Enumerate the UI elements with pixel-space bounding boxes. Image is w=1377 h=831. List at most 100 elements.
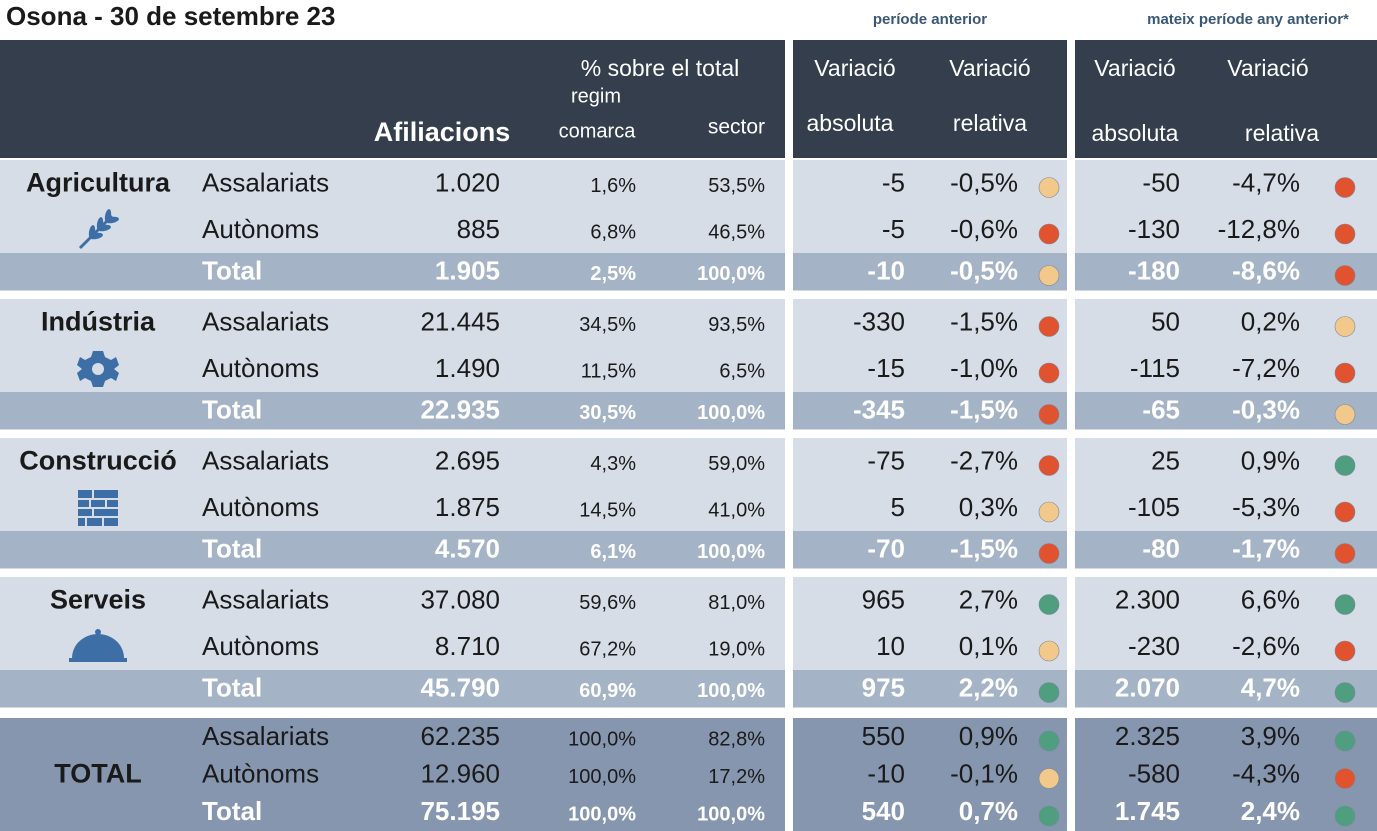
cell: 46,5% <box>708 221 765 243</box>
cell: 19,0% <box>708 638 765 660</box>
status-dot <box>1334 223 1356 245</box>
header-cell: Variació <box>949 55 1030 81</box>
cell: 6,5% <box>719 360 765 382</box>
header-cell: Variació <box>1094 55 1175 81</box>
cell: 965 <box>862 584 905 614</box>
group-label: mateix període any anterior* <box>1147 11 1349 28</box>
status-dot <box>1334 177 1356 198</box>
status-dot <box>1038 501 1060 523</box>
row-bg <box>1075 718 1377 757</box>
row-bg <box>793 392 1067 430</box>
row-bg <box>0 756 785 794</box>
row-label: Total <box>202 255 262 285</box>
row-bg <box>793 299 1067 347</box>
cell: 2,4% <box>1241 796 1300 826</box>
cell: -5 <box>882 167 905 197</box>
cell: 4,3% <box>590 453 636 475</box>
status-dot <box>1038 730 1060 752</box>
row-bg <box>1075 438 1377 486</box>
row-bg <box>1075 207 1377 254</box>
cell: -0,3% <box>1232 394 1300 424</box>
row-bg <box>793 207 1067 254</box>
cell: -115 <box>1130 353 1180 383</box>
row-bg <box>1075 577 1377 625</box>
row-bg <box>0 718 785 757</box>
header-cell: Variació <box>814 55 895 81</box>
cell: 14,5% <box>579 499 636 521</box>
cell: 41,0% <box>708 499 765 521</box>
cell: 1.905 <box>435 255 500 285</box>
cloche-icon <box>69 629 127 662</box>
cell: 81,0% <box>708 592 765 614</box>
row-bg <box>0 624 785 671</box>
cell: -105 <box>1128 492 1180 522</box>
row-label: Assalariats <box>202 721 329 751</box>
cell: -2,7% <box>950 445 1018 475</box>
cell: -330 <box>853 306 905 336</box>
row-bg <box>1075 531 1377 569</box>
cell: 540 <box>862 796 905 826</box>
cell: -4,7% <box>1232 167 1300 197</box>
cell: 0,3% <box>959 492 1018 522</box>
row-label: Assalariats <box>202 167 329 197</box>
header-cell: Afiliacions <box>374 117 511 147</box>
cell: 0,9% <box>959 721 1018 751</box>
cell: 34,5% <box>579 314 636 336</box>
row-bg <box>0 485 785 532</box>
cell: 11,5% <box>581 360 636 382</box>
row-bg <box>1075 793 1377 831</box>
cell: 21.445 <box>420 306 500 336</box>
cell: 67,2% <box>579 638 636 660</box>
cell: 8.710 <box>435 631 500 661</box>
row-bg <box>0 793 785 831</box>
sector-name: Serveis <box>50 585 146 615</box>
row-bg <box>0 531 785 569</box>
cell: -70 <box>867 533 905 563</box>
row-bg <box>1075 299 1377 347</box>
cell: 50 <box>1151 306 1180 336</box>
cell: 550 <box>862 721 905 751</box>
cell: 0,1% <box>959 631 1018 661</box>
row-bg <box>1075 624 1377 671</box>
row-bg <box>793 253 1067 291</box>
cell: -1,7% <box>1232 533 1300 563</box>
status-dot <box>1334 362 1356 384</box>
status-dot <box>1334 265 1356 286</box>
cell: 4,7% <box>1241 672 1300 702</box>
wheat-icon <box>78 209 119 250</box>
status-dot <box>1038 265 1060 286</box>
row-bg <box>1075 160 1377 208</box>
status-dot <box>1038 543 1060 564</box>
status-dot <box>1038 223 1060 245</box>
cell: -130 <box>1128 214 1180 244</box>
status-dot <box>1038 404 1060 425</box>
row-bg <box>1075 756 1377 794</box>
cell: 1,6% <box>590 175 636 197</box>
status-dot <box>1038 455 1060 476</box>
cell: 82,8% <box>708 728 765 750</box>
cell: -50 <box>1142 167 1180 197</box>
row-label: Autònoms <box>202 353 319 383</box>
row-bg <box>0 207 785 254</box>
group-label: període anterior <box>873 11 987 28</box>
cell: 100,0% <box>568 803 636 825</box>
status-dot <box>1038 362 1060 384</box>
row-label: Total <box>202 672 262 702</box>
header-bg <box>1075 40 1377 158</box>
status-dot <box>1334 730 1356 752</box>
row-bg <box>793 485 1067 532</box>
status-dot <box>1334 594 1356 615</box>
header-cell: % sobre el total <box>581 55 740 81</box>
row-bg <box>793 756 1067 794</box>
cell: -1,0% <box>950 353 1018 383</box>
row-label: Total <box>202 394 262 424</box>
cell: -10 <box>867 758 905 788</box>
cell: 25 <box>1151 445 1180 475</box>
row-bg <box>0 577 785 625</box>
cell: -75 <box>867 445 905 475</box>
row-bg <box>793 670 1067 708</box>
row-bg <box>793 793 1067 831</box>
row-label: Assalariats <box>202 306 329 336</box>
cell: 6,6% <box>1241 584 1300 614</box>
header-cell: comarca <box>559 120 637 142</box>
